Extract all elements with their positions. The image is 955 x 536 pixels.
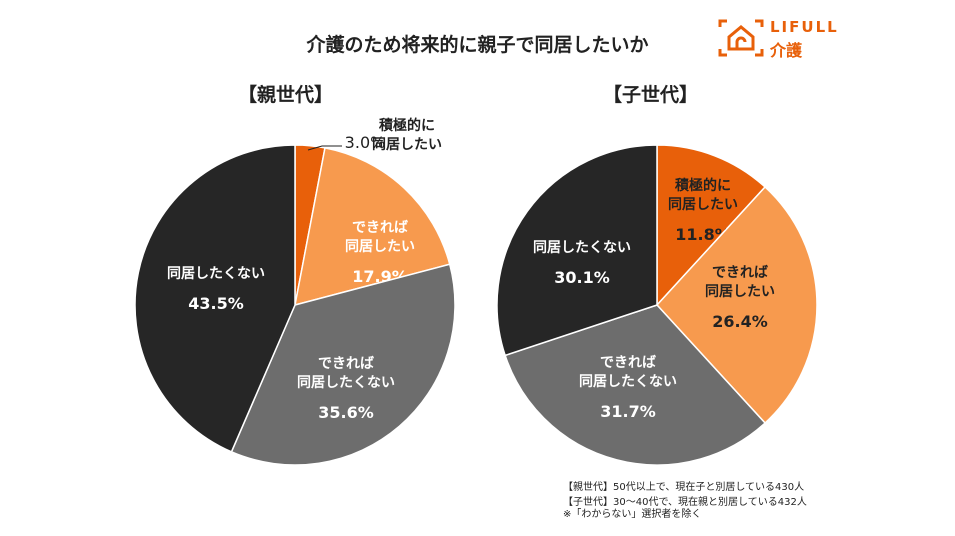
slice-value-label: 35.6% xyxy=(318,403,374,422)
note-child: 【子世代】30～40代で、現在親と別居している432人 xyxy=(563,497,807,508)
pie-slice xyxy=(656,144,767,307)
slice-value-label: 26.4% xyxy=(712,312,768,331)
slice-label: 同居したくない xyxy=(533,240,631,256)
child-pie-title: 【子世代】 xyxy=(603,84,699,106)
pie-slice xyxy=(134,144,296,453)
slice-value-label: 3.0% xyxy=(345,133,386,152)
note-parent: 【親世代】50代以上で、現在子と別居している430人 xyxy=(563,482,805,493)
slice-label: できれば同居したい xyxy=(705,265,775,300)
logo-subtext: 介護 xyxy=(770,41,803,60)
pie-slice xyxy=(294,146,451,307)
pie-slice xyxy=(655,185,818,425)
note-exclusion: ※「わからない」選択者を除く xyxy=(563,509,702,520)
slice-label: 積極的に同居したい xyxy=(668,177,738,213)
slice-label: 同居したくない xyxy=(167,266,265,282)
slice-label: できれば同居したくない xyxy=(579,355,677,390)
parent-pie-title: 【親世代】 xyxy=(238,84,334,106)
slice-label: できれば同居したくない xyxy=(297,356,395,391)
house-logo-icon xyxy=(718,19,764,57)
pie-slice xyxy=(496,144,658,357)
lifull-logo: LIFULL 介護 xyxy=(718,18,848,60)
slice-label: できれば同居したい xyxy=(345,220,415,255)
notes: 【親世代】50代以上で、現在子と別居している430人 【子世代】30～40代で、… xyxy=(563,480,807,522)
leader-line xyxy=(307,145,342,151)
slice-label: 積極的に同居したい xyxy=(372,117,442,153)
pie-slice xyxy=(230,263,456,466)
slice-value-label: 30.1% xyxy=(554,268,610,287)
chart-title: 介護のため将来的に親子で同居したいか xyxy=(306,34,649,56)
slice-value-label: 31.7% xyxy=(600,402,656,421)
logo-text: LIFULL xyxy=(770,18,839,36)
pie-slice xyxy=(504,304,767,466)
slice-value-label: 43.5% xyxy=(188,294,244,313)
